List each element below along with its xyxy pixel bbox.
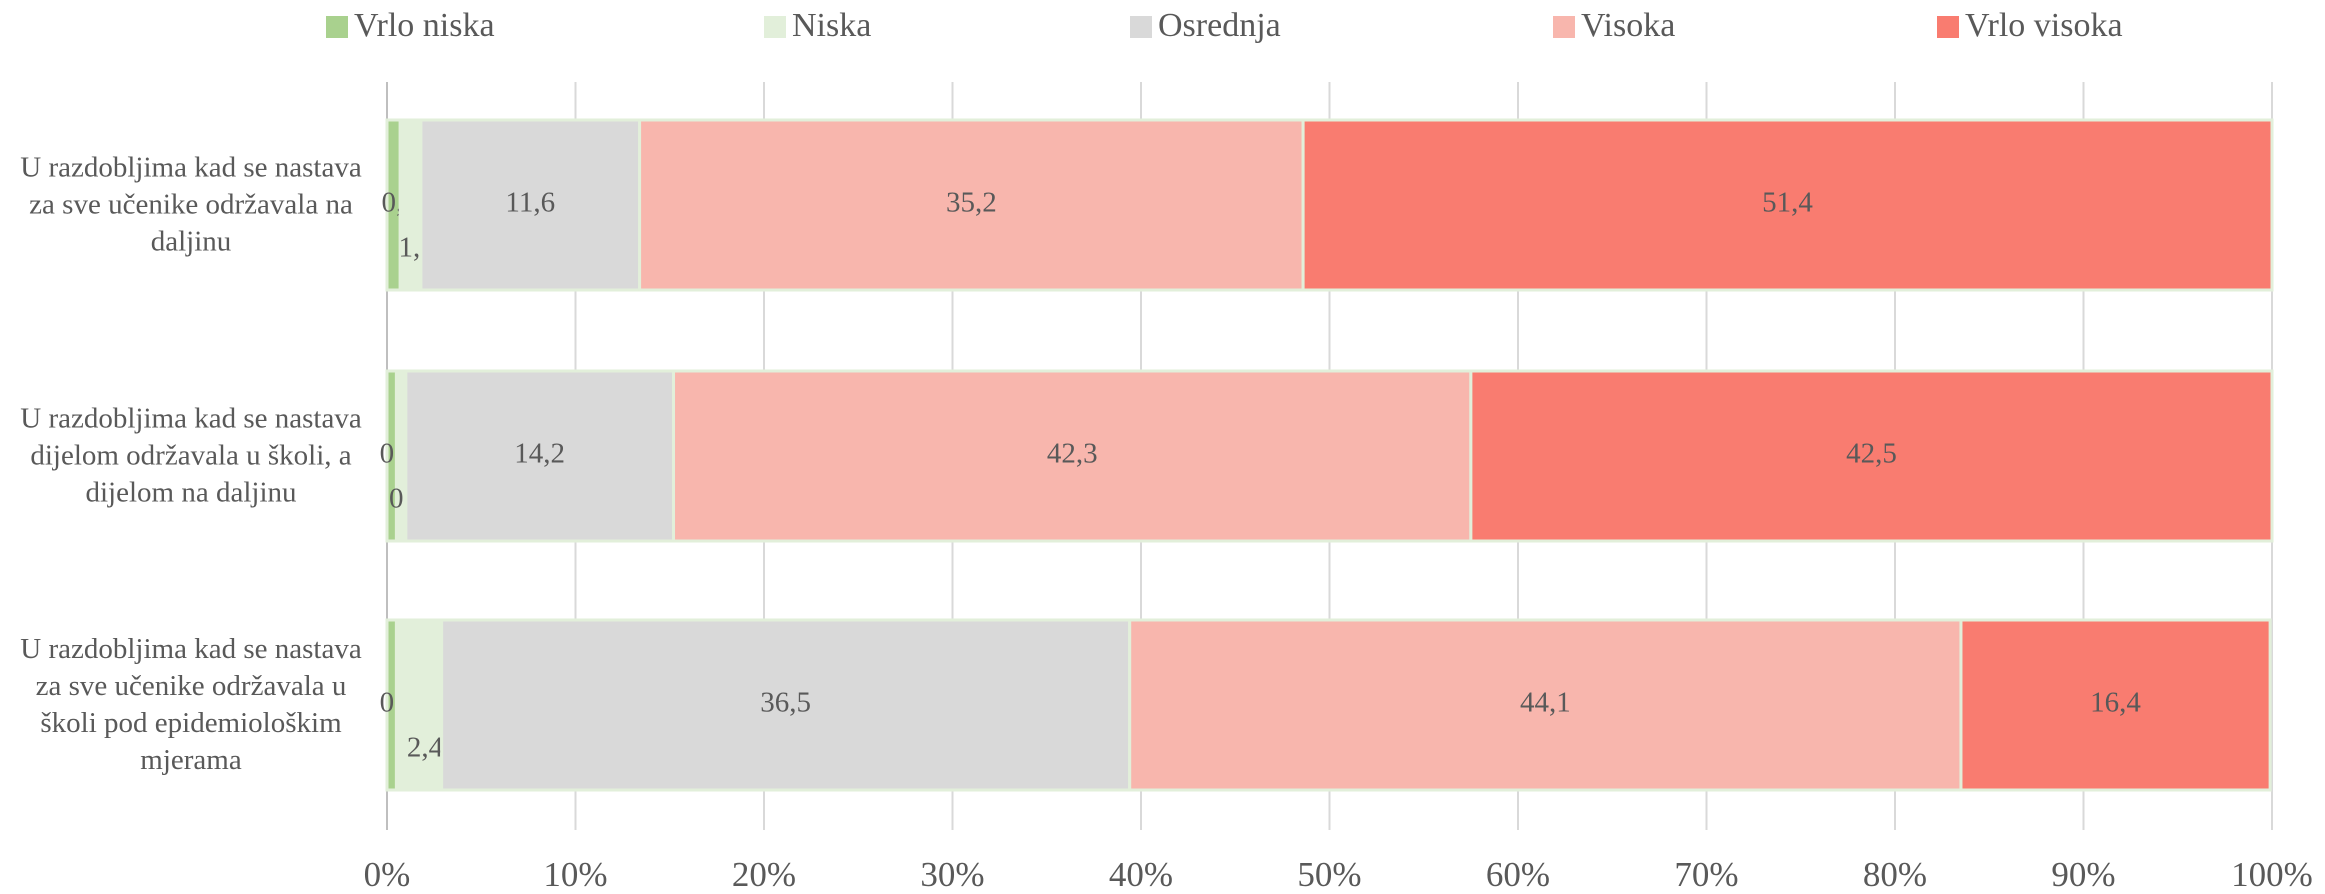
bar-segment bbox=[638, 118, 1305, 292]
bar-segment bbox=[440, 618, 1132, 792]
x-tick-label: 80% bbox=[1863, 855, 1927, 894]
data-label: 42,3 bbox=[1047, 438, 1098, 470]
y-tick-label: U razdobljima kad se nastava za sve učen… bbox=[20, 633, 362, 776]
bar-segment bbox=[672, 369, 1473, 543]
legend-swatch bbox=[764, 16, 786, 38]
x-tick-label: 70% bbox=[1674, 855, 1738, 894]
data-label: 2,4 bbox=[407, 732, 444, 764]
data-label: 35,2 bbox=[946, 187, 997, 219]
bar-segment bbox=[1301, 118, 2274, 292]
legend-swatch bbox=[326, 16, 348, 38]
x-tick-label: 20% bbox=[732, 855, 796, 894]
y-tick-label: U razdobljima kad se nastava za sve učen… bbox=[20, 151, 362, 258]
x-tick-label: 30% bbox=[920, 855, 984, 894]
x-tick-label: 60% bbox=[1486, 855, 1550, 894]
x-tick-label: 90% bbox=[2051, 855, 2115, 894]
data-label: 51,4 bbox=[1762, 187, 1813, 219]
legend-swatch bbox=[1937, 16, 1959, 38]
data-label: 16,4 bbox=[2090, 687, 2141, 719]
y-tick-label: U razdobljima kad se nastava dijelom odr… bbox=[20, 402, 362, 509]
bar-segment bbox=[398, 118, 423, 292]
data-label: 14,2 bbox=[514, 438, 565, 470]
x-tick-label: 40% bbox=[1109, 855, 1173, 894]
legend-label: Visoka bbox=[1581, 7, 1675, 44]
legend-swatch bbox=[1130, 16, 1152, 38]
x-tick-label: 0% bbox=[364, 855, 411, 894]
legend-label: Niska bbox=[792, 7, 871, 44]
bar-segment bbox=[419, 118, 642, 292]
data-label: 44,1 bbox=[1520, 687, 1571, 719]
x-tick-label: 10% bbox=[543, 855, 607, 894]
x-tick-label: 50% bbox=[1297, 855, 1361, 894]
legend-label: Vrlo visoka bbox=[1965, 7, 2123, 44]
data-label: 11,6 bbox=[505, 187, 555, 219]
bar-segment bbox=[394, 618, 444, 792]
legend-label: Osrednja bbox=[1158, 7, 1281, 44]
legend-swatch bbox=[1553, 16, 1575, 38]
bar-segment bbox=[1959, 618, 2272, 792]
bar-segment bbox=[404, 369, 676, 543]
bar-segment bbox=[1469, 369, 2274, 543]
data-label: 42,5 bbox=[1846, 438, 1897, 470]
legend-label: Vrlo niska bbox=[354, 7, 495, 44]
data-label: 36,5 bbox=[760, 687, 811, 719]
x-tick-label: 100% bbox=[2231, 855, 2313, 894]
